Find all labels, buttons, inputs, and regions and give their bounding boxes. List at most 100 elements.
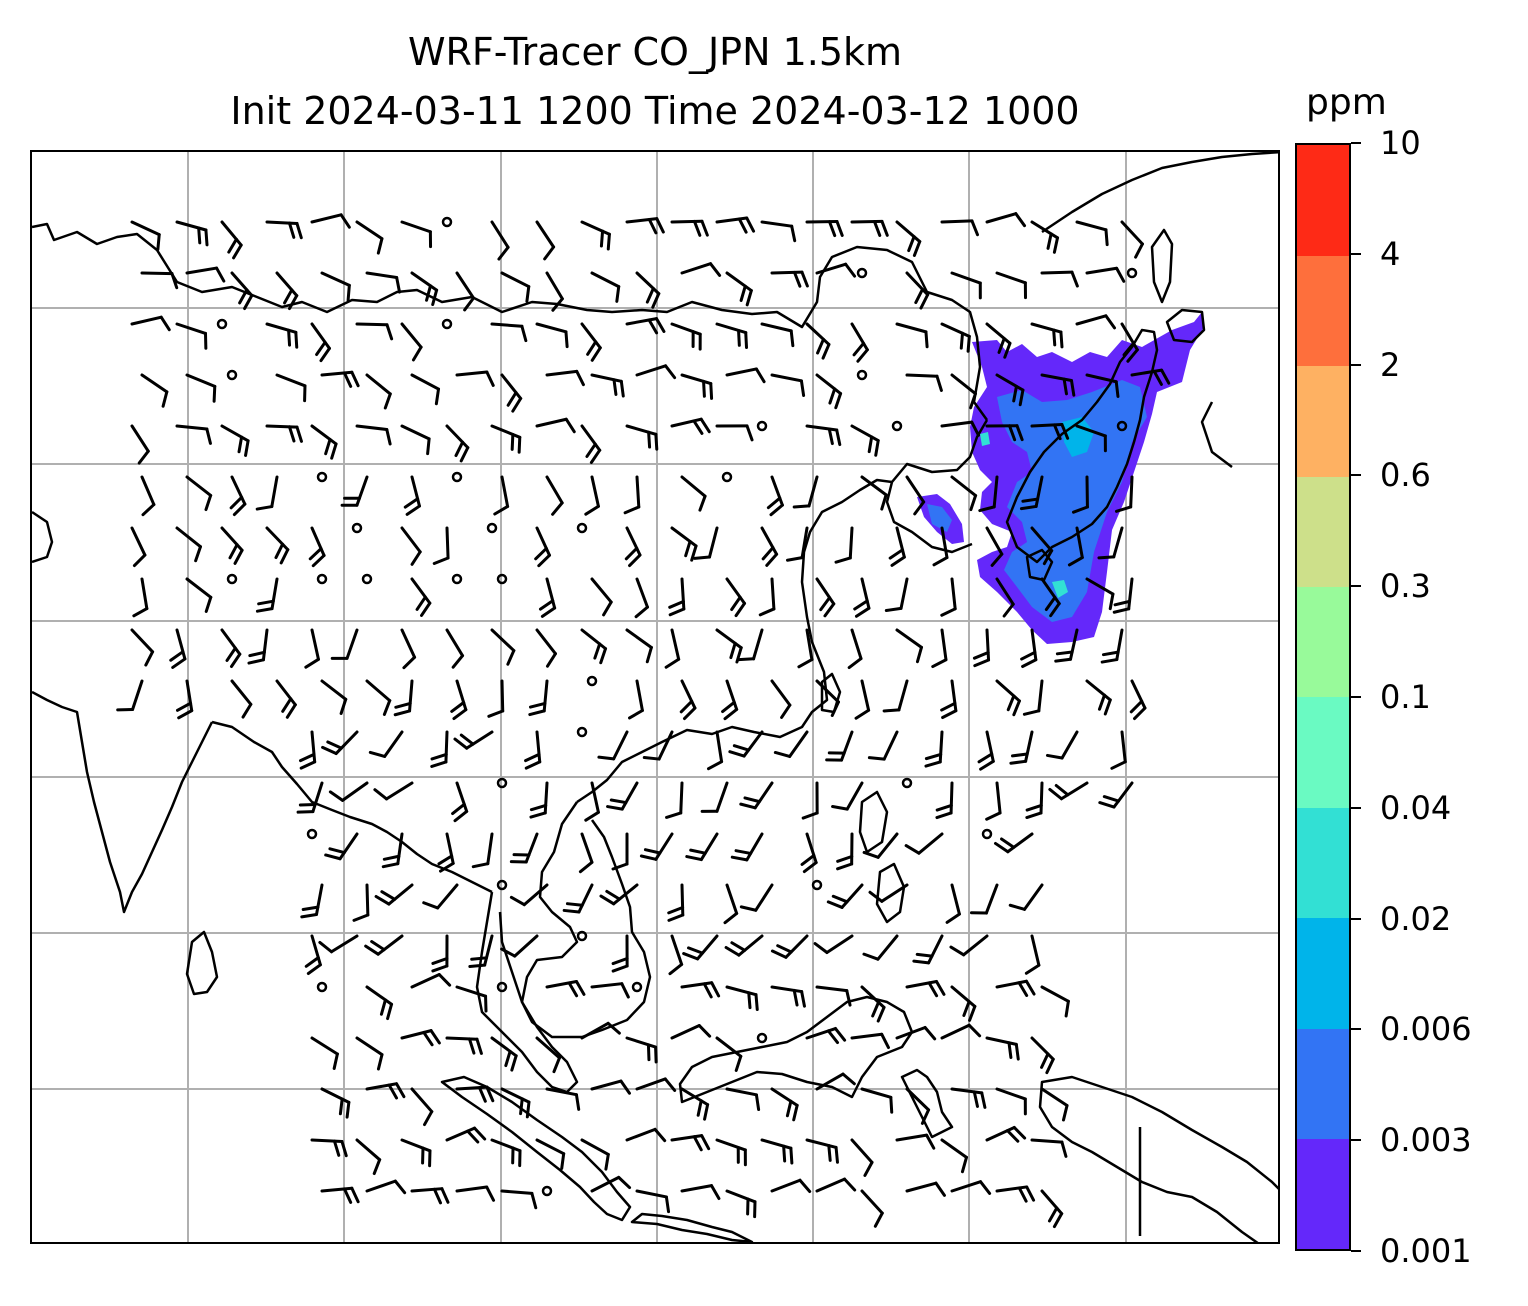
wind-barb-feather [373, 788, 389, 801]
wind-barb [1129, 679, 1147, 721]
wind-barb-feather [737, 328, 741, 347]
wind-barb-shaft [465, 730, 494, 750]
wind-barb-feather [352, 913, 370, 922]
wind-barb-feather [511, 396, 523, 413]
wind-barb-feather [452, 708, 468, 721]
wind-barb-shaft [770, 475, 784, 507]
wind-barb [895, 220, 922, 257]
wind-barb [535, 417, 576, 434]
calm-wind-circle [891, 420, 903, 432]
wind-barb [739, 781, 774, 810]
wind-barb-feather [853, 599, 869, 611]
wind-barb-feather [745, 424, 754, 442]
wind-barb-shaft [670, 628, 681, 661]
wind-barb-feather [912, 240, 922, 257]
map-panel[interactable] [30, 150, 1280, 1244]
colorbar-tick-label: 4 [1380, 234, 1401, 273]
wind-barb [431, 934, 449, 973]
wind-barb-shaft [850, 219, 884, 224]
coastline-sakhalin [1150, 228, 1174, 304]
wind-barb-shaft [985, 526, 1004, 556]
wind-barb [760, 1138, 794, 1165]
wind-barb-feather [295, 425, 303, 443]
wind-barb [815, 679, 840, 717]
wind-barb-feather [969, 494, 978, 512]
wind-barb [140, 475, 156, 517]
wind-barb-shaft [1022, 883, 1044, 911]
wind-barb-feather [962, 1000, 971, 1017]
wind-barb-shaft [985, 628, 991, 662]
wind-barb-feather [643, 848, 662, 855]
wind-barb-shaft [679, 781, 684, 815]
wind-barb-shaft [310, 213, 343, 224]
wind-barb-feather [664, 1195, 671, 1214]
wind-barb-feather [835, 220, 844, 237]
wind-barb-shaft [444, 730, 449, 764]
wind-barb-shaft [670, 1134, 704, 1142]
wind-barb-shaft [1030, 220, 1060, 240]
wind-barb [831, 781, 864, 811]
wind-barb-feather [828, 387, 837, 405]
wind-barb-shaft [535, 1138, 566, 1156]
wind-barb-feather [524, 760, 542, 770]
wind-barb-feather [1103, 698, 1112, 716]
wind-barb-feather [800, 853, 816, 866]
wind-barb [400, 628, 417, 670]
wind-barb-feather [395, 275, 402, 294]
wind-barb-feather [1114, 380, 1120, 398]
wind-barb-shaft [770, 373, 803, 383]
wind-barb-feather [506, 649, 516, 666]
wind-barb-shaft [805, 424, 839, 432]
wind-barb-feather [524, 752, 541, 763]
wind-barb-feather [1022, 709, 1041, 716]
wind-barb [586, 675, 598, 687]
wind-barb [668, 934, 684, 976]
wind-barb-feather [340, 1140, 348, 1158]
wind-barb-shaft [927, 934, 944, 965]
wind-barb [680, 373, 714, 400]
calm-wind-circle [576, 930, 588, 942]
wind-barb-feather [612, 378, 618, 396]
wind-barb-feather [827, 427, 834, 446]
wind-barb [628, 679, 644, 720]
wind-barb-shaft [524, 832, 539, 864]
wind-barb-shaft [230, 679, 253, 706]
coastlines [32, 152, 1278, 1242]
wind-barb [680, 981, 721, 999]
wind-barb-feather [639, 854, 658, 861]
wind-barb-feather [324, 437, 332, 456]
wind-barb-feather [880, 1032, 890, 1050]
wind-barb [410, 373, 441, 406]
colorbar-tick [1351, 585, 1361, 588]
wind-barb-feather [698, 494, 707, 512]
wind-barb-shaft [985, 730, 995, 763]
wind-barb-shaft [1075, 314, 1108, 326]
wind-barb-shaft [175, 424, 209, 431]
wind-barb-feather [882, 708, 901, 713]
wind-barb [351, 522, 363, 534]
wind-barb [455, 370, 495, 387]
wind-barb [680, 1184, 721, 1201]
wind-barb-shaft [840, 730, 854, 762]
wind-barb [985, 212, 1027, 228]
wind-barb [410, 1087, 434, 1127]
wind-barb-shaft [940, 1138, 968, 1159]
wind-barb [1110, 730, 1127, 770]
wind-barb [895, 628, 923, 664]
wind-barb [1097, 526, 1124, 560]
wind-barb-shaft [410, 475, 421, 508]
wind-barb-feather [437, 854, 454, 866]
wind-barb [995, 679, 1021, 717]
wind-barb [451, 573, 463, 585]
colorbar-segment [1297, 1028, 1349, 1140]
wind-barb-feather [679, 699, 694, 714]
wind-barb-feather [653, 1127, 667, 1143]
wind-barb-shaft [940, 628, 948, 662]
wind-barb [805, 424, 842, 447]
wind-barb-shaft [1112, 781, 1134, 809]
wind-barb-feather [345, 1100, 351, 1119]
wind-barb [805, 322, 831, 360]
wind-barb-feather [248, 650, 266, 658]
wind-barb-feather [606, 1021, 621, 1035]
wind-barb [255, 475, 279, 511]
